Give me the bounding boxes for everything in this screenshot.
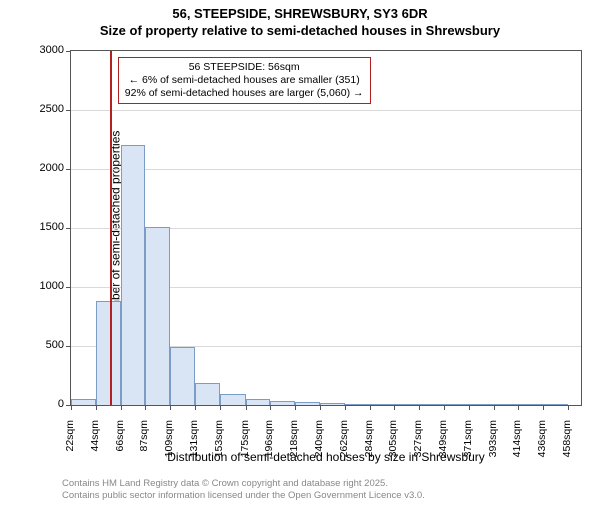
histogram-bar bbox=[121, 145, 145, 405]
histogram-bar bbox=[195, 383, 220, 405]
xtick-label: 262sqm bbox=[338, 420, 350, 460]
xtick-label: 218sqm bbox=[288, 420, 300, 460]
xtick-mark bbox=[320, 405, 321, 410]
xtick-mark bbox=[345, 405, 346, 410]
ytick-mark bbox=[66, 228, 71, 229]
xtick-label: 175sqm bbox=[239, 420, 251, 460]
ytick-mark bbox=[66, 346, 71, 347]
xtick-mark bbox=[518, 405, 519, 410]
xtick-mark bbox=[295, 405, 296, 410]
xtick-mark bbox=[543, 405, 544, 410]
ytick-mark bbox=[66, 287, 71, 288]
histogram-bar bbox=[394, 404, 419, 405]
ytick-mark bbox=[66, 110, 71, 111]
ytick-label: 3000 bbox=[24, 44, 64, 56]
ytick-label: 0 bbox=[24, 398, 64, 410]
histogram-bar bbox=[71, 399, 96, 405]
gridline bbox=[71, 169, 581, 170]
histogram-bar bbox=[295, 402, 320, 405]
chart-title-2: Size of property relative to semi-detach… bbox=[0, 23, 600, 38]
ytick-label: 1500 bbox=[24, 221, 64, 233]
xtick-mark bbox=[568, 405, 569, 410]
xtick-label: 240sqm bbox=[313, 420, 325, 460]
ytick-mark bbox=[66, 51, 71, 52]
xtick-label: 458sqm bbox=[561, 420, 573, 460]
xtick-label: 393sqm bbox=[487, 420, 499, 460]
histogram-bar bbox=[345, 404, 370, 405]
xtick-mark bbox=[419, 405, 420, 410]
xtick-mark bbox=[370, 405, 371, 410]
xtick-mark bbox=[145, 405, 146, 410]
histogram-bar bbox=[220, 394, 245, 405]
ytick-label: 2000 bbox=[24, 162, 64, 174]
histogram-bar bbox=[494, 404, 518, 405]
xtick-label: 305sqm bbox=[387, 420, 399, 460]
xtick-label: 131sqm bbox=[188, 420, 200, 460]
footer-line-1: Contains HM Land Registry data © Crown c… bbox=[62, 478, 425, 490]
xtick-mark bbox=[71, 405, 72, 410]
histogram-bar bbox=[170, 347, 195, 405]
footer-line-2: Contains public sector information licen… bbox=[62, 490, 425, 502]
xtick-label: 109sqm bbox=[163, 420, 175, 460]
histogram-bar bbox=[419, 404, 444, 405]
xtick-mark bbox=[469, 405, 470, 410]
xtick-label: 22sqm bbox=[64, 420, 76, 460]
xtick-mark bbox=[170, 405, 171, 410]
annotation-box: 56 STEEPSIDE: 56sqm← 6% of semi-detached… bbox=[118, 57, 371, 104]
xtick-label: 284sqm bbox=[363, 420, 375, 460]
chart-title-1: 56, STEEPSIDE, SHREWSBURY, SY3 6DR bbox=[0, 6, 600, 21]
histogram-bar bbox=[469, 404, 494, 405]
xtick-label: 196sqm bbox=[263, 420, 275, 460]
annotation-line: 56 STEEPSIDE: 56sqm bbox=[125, 61, 364, 74]
xtick-mark bbox=[444, 405, 445, 410]
ytick-label: 500 bbox=[24, 339, 64, 351]
histogram-bar bbox=[96, 301, 121, 405]
xtick-mark bbox=[394, 405, 395, 410]
footer-credits: Contains HM Land Registry data © Crown c… bbox=[62, 478, 425, 502]
xtick-mark bbox=[220, 405, 221, 410]
xtick-label: 414sqm bbox=[511, 420, 523, 460]
gridline bbox=[71, 110, 581, 111]
xtick-label: 44sqm bbox=[89, 420, 101, 460]
xtick-label: 327sqm bbox=[412, 420, 424, 460]
xtick-label: 153sqm bbox=[213, 420, 225, 460]
histogram-bar bbox=[145, 227, 170, 405]
xtick-label: 371sqm bbox=[462, 420, 474, 460]
annotation-line: ← 6% of semi-detached houses are smaller… bbox=[125, 74, 364, 87]
histogram-bar bbox=[370, 404, 394, 405]
xtick-mark bbox=[494, 405, 495, 410]
ytick-mark bbox=[66, 169, 71, 170]
xtick-mark bbox=[246, 405, 247, 410]
histogram-bar bbox=[270, 401, 295, 405]
annotation-line: 92% of semi-detached houses are larger (… bbox=[125, 87, 364, 100]
xtick-label: 436sqm bbox=[536, 420, 548, 460]
ytick-label: 2500 bbox=[24, 103, 64, 115]
histogram-bar bbox=[246, 399, 270, 405]
plot-wrap: Number of semi-detached properties 56 ST… bbox=[48, 50, 582, 436]
xtick-mark bbox=[96, 405, 97, 410]
plot-area: 56 STEEPSIDE: 56sqm← 6% of semi-detached… bbox=[70, 50, 582, 406]
histogram-bar bbox=[444, 404, 469, 405]
marker-line bbox=[110, 51, 112, 405]
histogram-bar bbox=[320, 403, 345, 405]
xtick-label: 66sqm bbox=[114, 420, 126, 460]
xtick-mark bbox=[121, 405, 122, 410]
xtick-label: 349sqm bbox=[437, 420, 449, 460]
histogram-bar bbox=[543, 404, 568, 405]
xtick-mark bbox=[195, 405, 196, 410]
xtick-label: 87sqm bbox=[138, 420, 150, 460]
histogram-bar bbox=[518, 404, 543, 405]
ytick-label: 1000 bbox=[24, 280, 64, 292]
xtick-mark bbox=[270, 405, 271, 410]
